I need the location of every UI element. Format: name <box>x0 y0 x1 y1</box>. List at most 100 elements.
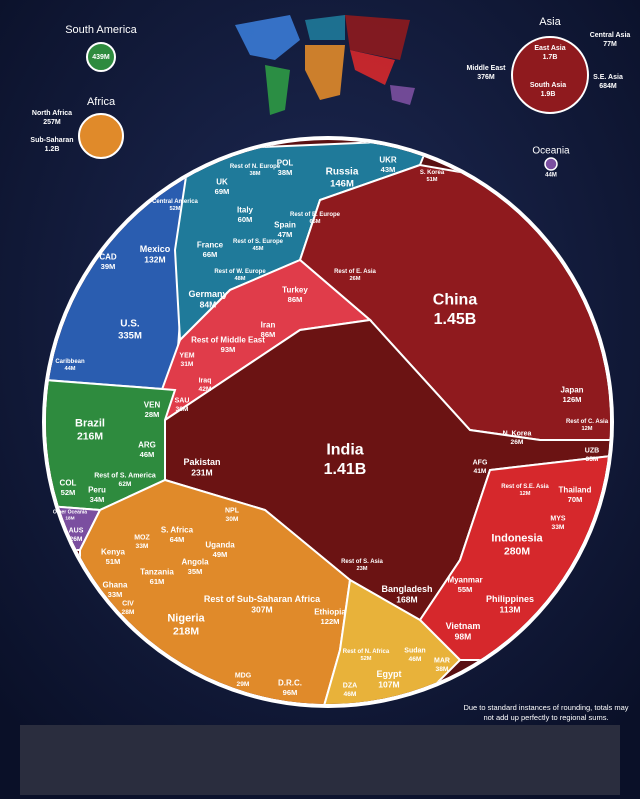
cell-value: 216M <box>77 431 103 442</box>
cell-name: Thailand <box>559 485 592 494</box>
cell-value: 49M <box>213 550 228 559</box>
cell-value: 42M <box>199 386 212 393</box>
cell-value: 44M <box>64 366 75 372</box>
cell-value: 1.45B <box>434 311 477 328</box>
cell-value: 45M <box>252 246 263 252</box>
cell-name: Egypt <box>376 669 401 679</box>
cell-value: 46M <box>140 450 155 459</box>
cell-name: Rest of E. Europe <box>290 212 341 218</box>
cell-name: Peru <box>88 485 106 494</box>
cell-value: 98M <box>455 632 472 642</box>
cell-value: 107M <box>378 680 399 690</box>
cell-name: Japan <box>560 385 583 394</box>
cell-value: 43M <box>381 165 396 174</box>
cell-value: 51M <box>106 557 121 566</box>
cell-value: 62M <box>119 481 132 488</box>
inset-part-value: 77M <box>603 41 617 48</box>
labels: South America 439M Africa North Africa 257M S… <box>30 16 630 722</box>
cell-name: Nigeria <box>167 612 205 624</box>
inset-title: Africa <box>87 96 116 108</box>
cell-name: UK <box>216 177 228 186</box>
cell-value: 61M <box>150 577 165 586</box>
cell-name: Germany <box>188 289 227 299</box>
cell-name: Mexico <box>140 244 171 254</box>
world-map <box>235 15 415 115</box>
cell-name: POL <box>277 158 294 167</box>
cell-name: Pakistan <box>183 457 220 467</box>
cell-name: Spain <box>274 220 296 229</box>
cell-name: MAR <box>434 658 450 665</box>
cell-value: 86M <box>288 295 303 304</box>
africa-dot <box>78 113 124 159</box>
cell-name: Italy <box>237 205 254 214</box>
cell-value: 70M <box>568 495 583 504</box>
cell-value: 46M <box>409 656 422 663</box>
cell-name: S. Korea <box>420 170 445 176</box>
cell-value: 84M <box>200 300 217 310</box>
cell-name: CAD <box>99 252 117 261</box>
inset-part-value: 1.7B <box>543 54 558 61</box>
cell-name: Rest of W. Europe <box>214 269 266 275</box>
cell-name: U.S. <box>120 319 140 330</box>
cell-name: Vietnam <box>446 621 481 631</box>
inset-part: Central Asia <box>590 32 631 39</box>
cell-value: 48M <box>234 276 245 282</box>
cell-name: Bangladesh <box>381 584 432 594</box>
inset-title: South America <box>65 24 137 36</box>
cell-name: Rest of N. Africa <box>343 649 390 655</box>
cell-name: Rest of Sub-Saharan Africa <box>204 594 321 604</box>
cell-value: 146M <box>330 179 354 190</box>
cell-value: 66M <box>203 250 218 259</box>
cell-value: 52M <box>169 206 180 212</box>
cell-name: N. Korea <box>503 431 532 438</box>
cell-value: 26M <box>511 439 524 446</box>
cell-value: 307M <box>251 605 272 615</box>
cell-name: MDG <box>235 673 252 680</box>
inset-part: S.E. Asia <box>593 74 623 81</box>
cell-value: 52M <box>360 656 371 662</box>
cell-value: 231M <box>191 468 212 478</box>
cell-name: Indonesia <box>491 532 543 544</box>
inset-part-value: 684M <box>599 83 617 90</box>
cell-name: Rest of S. Europe <box>233 239 284 245</box>
cell-value: 335M <box>118 331 142 342</box>
inset-part: North Africa <box>32 110 72 117</box>
cell-value: 26M <box>349 276 360 282</box>
cell-name: Kenya <box>101 547 126 556</box>
inset-title: Oceania <box>532 146 570 157</box>
cell-name: Ghana <box>103 580 128 589</box>
inset-part-value: 376M <box>477 74 495 81</box>
cell-value: 26M <box>70 536 83 543</box>
cell-name: S. Africa <box>161 525 194 534</box>
cell-value: 168M <box>396 595 417 605</box>
asia-dot <box>511 36 589 114</box>
cell-value: 34M <box>90 495 105 504</box>
cell-value: 55M <box>458 585 473 594</box>
cell-value: 12M <box>581 426 592 432</box>
cell-value: 41M <box>474 468 487 475</box>
inset-part-value: 257M <box>43 119 61 126</box>
cell-value: 33M <box>552 524 565 531</box>
cell-value: 28M <box>145 410 160 419</box>
cell-value: 31M <box>181 361 194 368</box>
cell-value: 93M <box>221 345 236 354</box>
cell-value: 33M <box>108 590 123 599</box>
cell-value: 96M <box>283 688 298 697</box>
cell-value: 64M <box>170 535 185 544</box>
cell-name: Iran <box>261 320 276 329</box>
cell-name: Philippines <box>486 594 534 604</box>
cell-value: 12M <box>519 491 530 497</box>
cell-name: Other Oceania <box>53 509 87 515</box>
cell-name: UZB <box>585 448 599 455</box>
cell-value: 60M <box>238 215 253 224</box>
cell-name: D.R.C. <box>278 678 302 687</box>
cell-value: 35M <box>188 567 203 576</box>
cell-name: NPL <box>225 508 240 515</box>
cell-value: 23M <box>356 566 367 572</box>
cell-value: 52M <box>61 488 76 497</box>
cell-value: 46M <box>344 691 357 698</box>
cell-name: Rest of C. Asia <box>566 419 609 425</box>
cell-value: 38M <box>249 171 260 177</box>
cell-name: Russia <box>326 167 359 178</box>
cell-name: Angola <box>181 557 209 566</box>
